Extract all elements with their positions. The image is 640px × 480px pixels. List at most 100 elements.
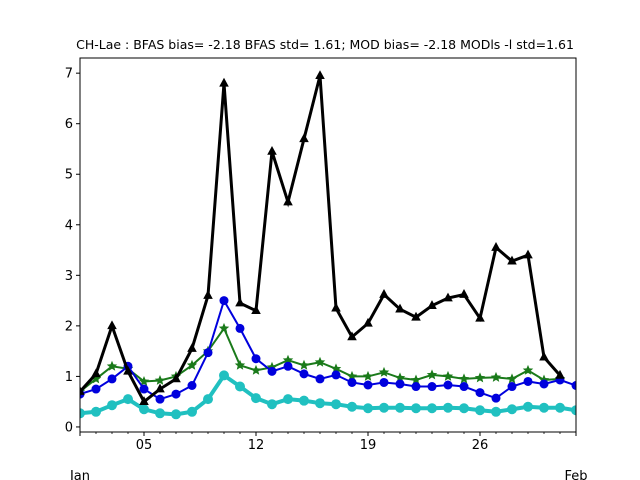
- data-point: [379, 377, 389, 387]
- data-point: [299, 369, 309, 379]
- data-point: [80, 386, 85, 395]
- data-point: [539, 402, 549, 413]
- data-point: [362, 370, 374, 381]
- data-point: [315, 70, 325, 79]
- data-point: [107, 374, 117, 384]
- data-point: [571, 381, 576, 391]
- data-point: [347, 401, 357, 412]
- data-point: [459, 289, 469, 298]
- data-point: [107, 400, 117, 411]
- data-point: [251, 305, 261, 315]
- y-tick-label: 4: [65, 218, 73, 233]
- data-point: [571, 405, 576, 416]
- data-point: [171, 373, 181, 383]
- data-point: [251, 354, 261, 364]
- data-point: [475, 405, 485, 416]
- data-point: [315, 398, 325, 409]
- y-tick-label: 5: [65, 168, 73, 183]
- data-point: [347, 377, 357, 387]
- data-point: [331, 370, 341, 380]
- y-tick-label: 0: [65, 420, 73, 435]
- data-point: [186, 359, 198, 370]
- data-point: [331, 399, 341, 410]
- data-point: [203, 290, 213, 299]
- data-point: [283, 394, 293, 405]
- data-point: [235, 381, 245, 392]
- data-point: [507, 382, 517, 392]
- data-point: [267, 146, 277, 155]
- data-point: [379, 402, 389, 413]
- x-month-label: Jan: [69, 469, 90, 480]
- data-point: [458, 373, 470, 384]
- data-point: [187, 406, 197, 417]
- series-line: [80, 75, 562, 404]
- data-point: [443, 292, 453, 302]
- series-2: [80, 322, 566, 397]
- data-point: [363, 317, 373, 327]
- data-point: [539, 351, 549, 361]
- data-point: [91, 384, 101, 394]
- y-tick-label: 2: [65, 319, 73, 334]
- data-point: [218, 322, 230, 333]
- data-point: [235, 323, 245, 333]
- data-point: [330, 363, 342, 374]
- data-point: [314, 356, 326, 367]
- data-point: [395, 303, 405, 313]
- data-point: [442, 370, 454, 381]
- data-point: [250, 364, 262, 375]
- data-point: [346, 370, 358, 381]
- data-point: [555, 369, 565, 379]
- data-point: [283, 361, 293, 371]
- x-month-label: Feb: [564, 469, 587, 480]
- data-point: [234, 359, 246, 370]
- data-point: [522, 364, 534, 375]
- y-tick-label: 3: [65, 269, 73, 284]
- series-1: [80, 296, 576, 404]
- data-point: [219, 296, 229, 306]
- data-point: [106, 360, 118, 371]
- data-point: [523, 376, 533, 386]
- data-point: [187, 381, 197, 391]
- data-point: [123, 394, 133, 405]
- data-point: [491, 406, 501, 417]
- data-point: [155, 383, 165, 393]
- data-point: [107, 320, 117, 330]
- data-point: [491, 242, 501, 251]
- y-tick-label: 6: [65, 117, 73, 132]
- data-point: [523, 401, 533, 412]
- data-point: [155, 408, 165, 419]
- data-point: [394, 372, 406, 383]
- series-0: [80, 70, 565, 405]
- series-layer: [80, 70, 576, 420]
- data-point: [203, 348, 213, 358]
- data-point: [299, 133, 309, 143]
- data-point: [283, 196, 293, 206]
- data-point: [427, 403, 437, 414]
- data-point: [299, 395, 309, 406]
- data-point: [475, 388, 485, 398]
- data-point: [427, 300, 437, 309]
- data-point: [315, 374, 325, 384]
- data-point: [139, 396, 149, 405]
- data-point: [187, 343, 197, 352]
- data-point: [139, 384, 149, 394]
- data-point: [507, 404, 517, 415]
- data-point: [171, 409, 181, 420]
- data-point: [282, 354, 294, 365]
- x-tick-label: 19: [360, 438, 377, 453]
- data-point: [411, 382, 421, 392]
- data-point: [331, 302, 341, 312]
- series-line: [80, 298, 576, 401]
- data-point: [90, 373, 102, 384]
- data-point: [506, 373, 518, 384]
- data-point: [379, 289, 389, 298]
- data-point: [491, 393, 501, 403]
- data-point: [411, 403, 421, 414]
- data-point: [507, 255, 517, 265]
- data-point: [363, 403, 373, 414]
- data-point: [80, 408, 85, 419]
- data-point: [219, 370, 229, 381]
- data-point: [91, 368, 101, 378]
- data-point: [475, 312, 485, 322]
